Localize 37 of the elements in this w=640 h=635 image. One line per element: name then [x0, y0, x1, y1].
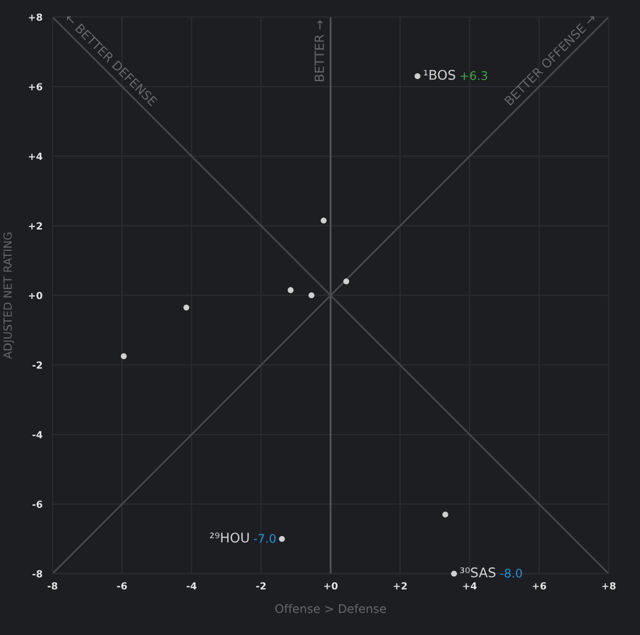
annotation: ²⁹HOU: [210, 532, 249, 543]
y-tick-label: +8: [28, 13, 42, 21]
y-tick-label: +2: [28, 222, 42, 230]
annotation: ¹BOS: [424, 70, 456, 80]
y-tick-label: +0: [28, 292, 42, 300]
x-tick-label: +6: [532, 582, 546, 590]
y-tick-label: -6: [32, 500, 42, 508]
y-tick-label: -8: [32, 570, 42, 578]
point: [120, 353, 127, 360]
x-tick-label: -2: [256, 582, 266, 590]
x-tick-label: +2: [394, 582, 407, 590]
y-tick-label: +6: [28, 83, 42, 90]
annotation: ³⁰SAS: [460, 567, 496, 578]
point: [288, 287, 294, 294]
y-tick-label: -4: [32, 431, 42, 438]
point: [183, 304, 190, 310]
point: [343, 278, 350, 284]
point: [414, 73, 420, 80]
annotation: +6.3: [460, 71, 488, 80]
point: [278, 536, 285, 542]
y-tick-label: -2: [32, 361, 42, 369]
y-axis-title: ADJUSTED NET RATING: [3, 232, 14, 359]
annotation: -8.0: [500, 568, 522, 578]
x-tick-label: -6: [117, 582, 127, 590]
annotation: -7.0: [254, 534, 276, 543]
ref-line-label: BETTER →: [314, 20, 324, 82]
point: [308, 292, 314, 298]
point: [320, 218, 327, 224]
x-tick-label: -4: [186, 582, 197, 590]
point: [451, 570, 457, 577]
x-tick-label: +0: [324, 582, 338, 590]
x-tick-label: +4: [463, 582, 477, 590]
x-tick-label: +8: [602, 582, 616, 590]
y-tick-label: +4: [28, 152, 42, 160]
x-tick-label: -8: [48, 582, 58, 590]
point: [442, 512, 448, 518]
x-axis-title: Offense > Defense: [275, 604, 386, 614]
